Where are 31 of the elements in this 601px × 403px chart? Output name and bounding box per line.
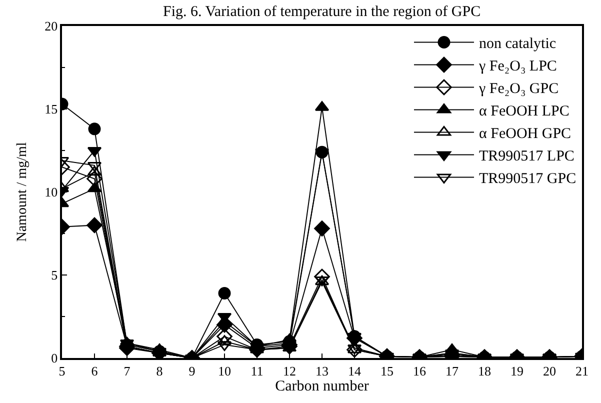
x-tick-label: 9 [188, 363, 196, 378]
x-tick-label: 14 [348, 363, 362, 378]
y-tick-label: 15 [44, 102, 58, 117]
y-tick-label: 10 [44, 184, 58, 200]
x-tick-label: 11 [250, 363, 264, 378]
x-tick-label: 21 [576, 363, 588, 378]
x-tick-label: 10 [218, 363, 231, 378]
legend-label: γ Fe₂O₃ LPC [478, 58, 557, 75]
x-tick-label: 17 [446, 363, 459, 378]
x-tick-label: 7 [124, 363, 131, 378]
y-tick-label: 20 [44, 18, 58, 34]
x-tick-label: 15 [380, 363, 394, 378]
legend-label: α FeOOH LPC [479, 104, 570, 120]
x-tick-label: 6 [91, 363, 98, 378]
caption: Fig. 6. Variation of temperature in the region of GPC [163, 4, 481, 20]
x-tick-label: 20 [543, 363, 556, 378]
x-tick-label: 12 [283, 363, 296, 378]
x-tick-label: 13 [316, 363, 328, 378]
x-tick-label: 18 [478, 363, 491, 378]
y-tick-label: 5 [51, 268, 58, 283]
legend-label: non catalytic [479, 36, 556, 52]
x-tick-label: 16 [413, 363, 426, 378]
legend-label: TR990517 LPC [479, 148, 574, 165]
x-axis-title: Carbon number [275, 378, 369, 394]
x-tick-label: 8 [156, 363, 163, 378]
x-tick-label: 19 [510, 363, 524, 378]
y-axis-title: Namount / mg/ml [14, 142, 30, 242]
legend-label: α FeOOH GPC [479, 126, 572, 142]
y-tick-label: 0 [51, 350, 58, 366]
legend-label: γ Fe₂O₃ GPC [478, 81, 559, 98]
legend-label: TR990517 GPC [479, 171, 576, 188]
